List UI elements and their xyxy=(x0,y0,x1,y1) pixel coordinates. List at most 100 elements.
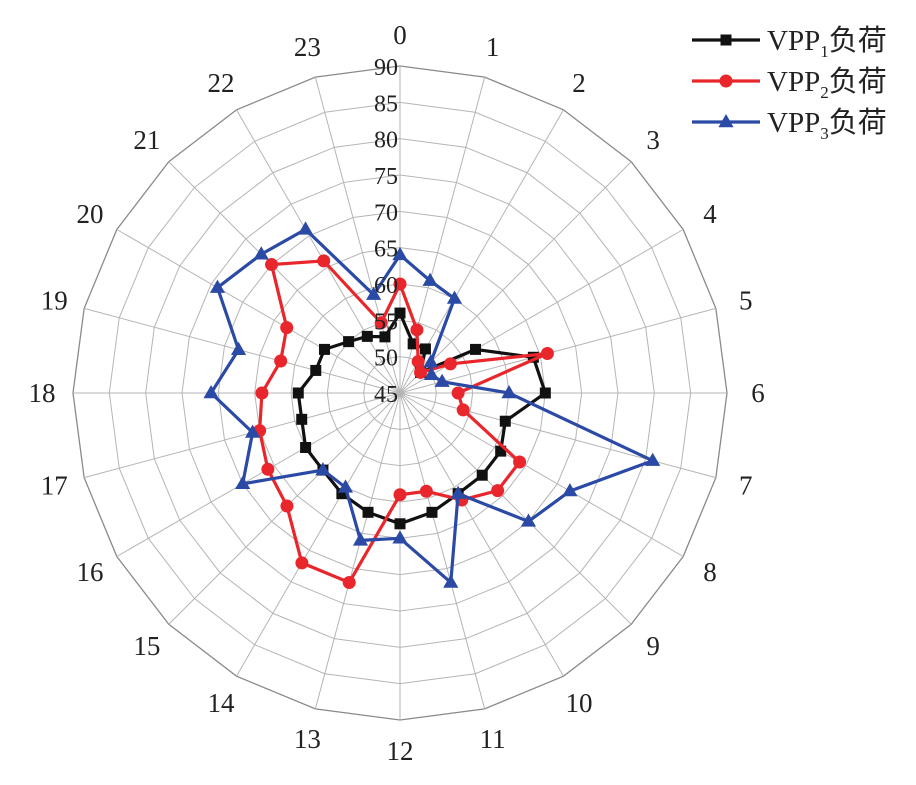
data-point-square xyxy=(296,413,308,425)
data-point-circle xyxy=(295,556,309,570)
hour-label: 23 xyxy=(294,32,321,62)
data-point-circle xyxy=(255,386,269,400)
data-point-triangle xyxy=(446,290,463,304)
grid-spoke xyxy=(399,392,632,625)
data-point-triangle xyxy=(450,485,466,499)
legend-item: VPP3负荷 xyxy=(692,106,887,143)
hour-label: 1 xyxy=(486,32,500,62)
hour-label: 22 xyxy=(208,68,235,98)
data-point-triangle xyxy=(203,385,219,399)
hour-label: 0 xyxy=(393,20,407,50)
hour-label: 12 xyxy=(387,736,414,766)
data-point-circle xyxy=(280,499,294,513)
series-1 xyxy=(292,307,551,530)
hour-label: 14 xyxy=(208,688,236,718)
hour-label: 9 xyxy=(646,631,660,661)
series-3 xyxy=(203,221,661,588)
data-point-square xyxy=(292,387,304,399)
data-point-triangle xyxy=(423,366,440,381)
data-point-square xyxy=(310,364,322,376)
legend-label: VPP3负荷 xyxy=(767,106,887,143)
data-point-circle xyxy=(419,484,433,498)
grid-spoke xyxy=(399,392,564,677)
hour-label: 6 xyxy=(751,378,765,408)
hour-label: 5 xyxy=(739,285,753,315)
data-point-triangle xyxy=(366,286,382,300)
data-point-triangle xyxy=(244,424,261,438)
grid-spoke xyxy=(314,392,401,709)
data-point-triangle xyxy=(562,483,578,497)
radial-tick-label: 85 xyxy=(374,91,398,117)
data-point-triangle xyxy=(392,530,408,544)
data-point-circle xyxy=(456,403,470,417)
data-point-square xyxy=(426,506,438,518)
legend-label: VPP2负荷 xyxy=(767,65,887,102)
data-point-square xyxy=(470,343,482,355)
grid-spoke xyxy=(236,392,401,677)
hour-label: 8 xyxy=(703,557,717,587)
data-point-square xyxy=(720,34,732,46)
data-point-triangle xyxy=(501,385,517,399)
hour-label: 15 xyxy=(133,631,160,661)
grid-spoke xyxy=(399,229,684,394)
data-point-circle xyxy=(410,323,424,337)
data-point-triangle xyxy=(718,114,734,128)
data-point-square xyxy=(407,338,419,350)
legend-item: VPP1负荷 xyxy=(692,24,887,61)
data-point-triangle xyxy=(352,532,369,546)
radial-tick-label: 65 xyxy=(374,237,398,263)
data-point-square xyxy=(394,307,406,319)
grid-spoke xyxy=(399,392,684,557)
data-point-square xyxy=(343,336,355,348)
data-point-square xyxy=(361,330,373,342)
grid-spoke xyxy=(399,161,632,394)
data-point-circle xyxy=(280,321,294,335)
hour-label: 7 xyxy=(739,471,753,501)
grid-spoke xyxy=(399,392,716,479)
hour-label: 2 xyxy=(572,68,586,98)
hour-label: 18 xyxy=(29,378,56,408)
data-point-triangle xyxy=(520,513,537,527)
data-point-triangle xyxy=(423,354,439,368)
radial-tick-label: 50 xyxy=(374,346,398,372)
radial-tick-label: 45 xyxy=(374,382,398,408)
data-point-circle xyxy=(414,365,428,379)
radial-tick-label: 90 xyxy=(374,55,398,81)
data-point-triangle xyxy=(209,279,226,293)
hour-label: 20 xyxy=(76,199,103,229)
data-point-triangle xyxy=(422,272,438,286)
data-point-square xyxy=(539,387,551,399)
data-point-triangle xyxy=(443,574,459,588)
grid-spoke xyxy=(399,392,486,709)
data-point-circle xyxy=(540,347,554,361)
grid-spoke xyxy=(399,307,716,394)
data-point-triangle xyxy=(392,246,408,261)
radial-tick-label: 60 xyxy=(374,273,398,299)
data-point-circle xyxy=(261,462,275,476)
hour-label: 19 xyxy=(41,285,68,315)
data-point-square xyxy=(419,343,431,355)
data-point-triangle xyxy=(645,452,661,466)
hour-label: 16 xyxy=(76,557,103,587)
hour-label: 10 xyxy=(566,688,593,718)
data-point-triangle xyxy=(230,341,247,355)
data-point-triangle xyxy=(235,475,251,490)
data-point-circle xyxy=(393,488,407,502)
data-point-square xyxy=(336,488,348,500)
data-point-circle xyxy=(393,277,407,291)
data-point-circle xyxy=(411,355,425,369)
hour-label: 21 xyxy=(133,125,160,155)
data-point-square xyxy=(300,442,312,453)
grid-spoke xyxy=(236,109,401,394)
data-point-square xyxy=(527,351,539,363)
data-point-circle xyxy=(443,357,457,371)
data-point-circle xyxy=(317,254,331,268)
hour-label: 17 xyxy=(41,471,68,501)
data-point-triangle xyxy=(434,373,450,387)
grid-spoke xyxy=(84,392,401,479)
radial-tick-label: 55 xyxy=(374,309,398,335)
data-point-triangle xyxy=(253,246,269,260)
